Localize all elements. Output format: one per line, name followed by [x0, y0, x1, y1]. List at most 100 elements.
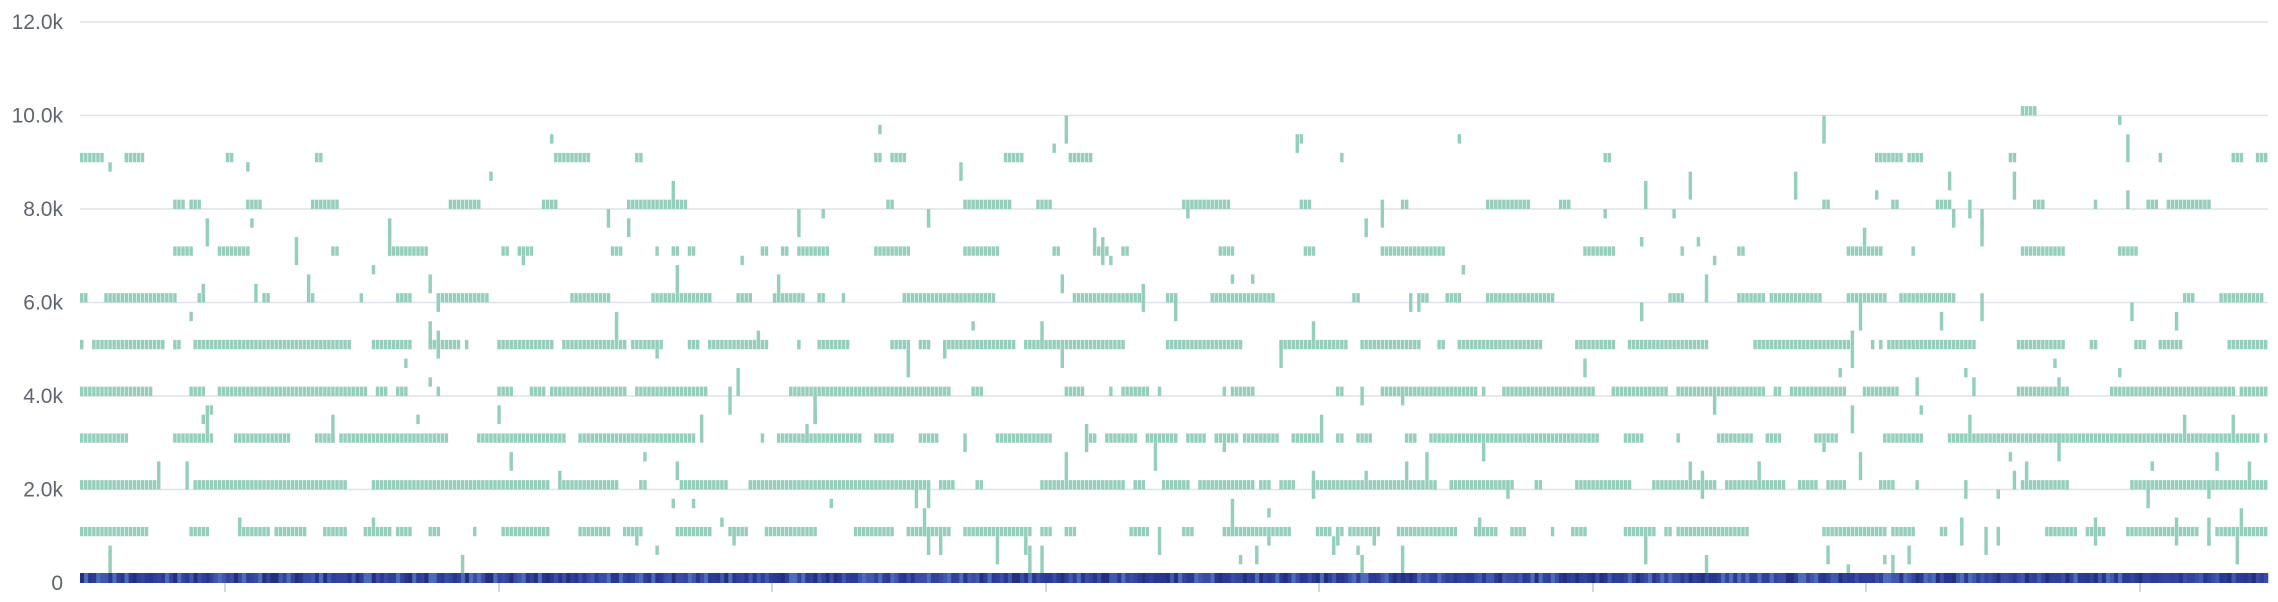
heatmap-cell	[829, 339, 834, 350]
heatmap-cell	[1830, 433, 1834, 443]
heatmap-cell	[537, 339, 542, 350]
heatmap-cell	[1919, 152, 1923, 163]
heatmap-cell	[2020, 480, 2025, 490]
heatmap-cell	[2255, 152, 2260, 163]
heatmap-cell	[1891, 554, 1895, 574]
heatmap-cell	[254, 199, 258, 209]
heatmap-cell	[890, 199, 894, 209]
heatmap-cell	[1793, 293, 1798, 303]
heatmap-cell	[221, 480, 226, 490]
heatmap-cell	[509, 386, 513, 396]
heatmap-cell	[2231, 386, 2235, 396]
heatmap-cell	[1850, 330, 1855, 340]
heatmap-cell-dense	[1615, 573, 1620, 583]
heatmap-cell	[1530, 339, 1535, 350]
heatmap-cell	[683, 526, 688, 537]
heatmap-cell-dense	[509, 573, 514, 583]
heatmap-cell	[776, 526, 781, 537]
heatmap-cell-dense	[817, 573, 822, 583]
heatmap-cell	[1806, 480, 1810, 490]
heatmap-cell-dense	[894, 573, 899, 583]
heatmap-cell	[2000, 433, 2005, 443]
heatmap-cell	[922, 508, 927, 537]
heatmap-cell	[1141, 526, 1146, 537]
heatmap-cell	[2130, 433, 2134, 443]
y-tick-label: 4.0k	[23, 385, 63, 408]
heatmap-cell	[420, 433, 424, 443]
heatmap-cell	[1737, 526, 1741, 537]
heatmap-cell	[618, 246, 623, 256]
heatmap-cell	[1530, 433, 1535, 443]
heatmap-cell	[1494, 199, 1498, 209]
heatmap-cell-dense	[343, 573, 348, 583]
heatmap-cell	[963, 246, 967, 256]
heatmap-cell	[302, 386, 307, 396]
heatmap-cell	[971, 246, 975, 256]
heatmap-cell	[1113, 293, 1117, 303]
heatmap-cell	[1725, 433, 1729, 443]
heatmap-cell-dense	[1303, 573, 1309, 583]
heatmap-cell-dense	[789, 573, 794, 583]
heatmap-cell	[80, 526, 84, 537]
heatmap-cell	[1315, 339, 1320, 350]
heatmap-cell	[1125, 433, 1129, 443]
heatmap-cell-dense	[1295, 573, 1300, 583]
heatmap-cell-dense	[1510, 573, 1515, 583]
heatmap-cell	[161, 339, 165, 350]
heatmap-cell-dense	[906, 573, 911, 583]
heatmap-cell-dense	[2247, 573, 2253, 583]
heatmap-cell-dense	[1072, 573, 1078, 583]
heatmap-cell	[1652, 339, 1656, 350]
heatmap-cell	[2008, 152, 2013, 163]
heatmap-cell	[1469, 480, 1474, 490]
heatmap-cell	[136, 339, 141, 350]
heatmap-cell	[1117, 339, 1121, 350]
heatmap-cell	[780, 293, 785, 303]
heatmap-cell	[238, 480, 242, 490]
heatmap-cell	[2174, 517, 2179, 546]
heatmap-cell	[2073, 433, 2077, 443]
heatmap-cell	[1060, 339, 1064, 350]
heatmap-cell	[1672, 209, 1676, 219]
heatmap-cell	[2016, 386, 2021, 396]
heatmap-cell	[169, 293, 173, 303]
heatmap-cell	[1749, 293, 1753, 303]
heatmap-cell-dense	[890, 573, 895, 583]
heatmap-cell	[84, 293, 88, 303]
heatmap-cell	[963, 293, 967, 303]
heatmap-cell	[1105, 433, 1109, 443]
heatmap-cell	[185, 461, 189, 490]
heatmap-cell	[1518, 339, 1522, 350]
heatmap-cell	[951, 480, 955, 490]
heatmap-cell-dense	[1704, 573, 1710, 583]
heatmap-cell	[1753, 386, 1757, 396]
heatmap-cell	[841, 433, 846, 443]
heatmap-cell	[387, 480, 392, 490]
heatmap-cell	[1631, 386, 1636, 396]
heatmap-cell	[683, 480, 688, 490]
heatmap-cell-dense	[185, 573, 190, 583]
heatmap-cell-dense	[319, 573, 324, 583]
heatmap-cell	[242, 339, 246, 350]
heatmap-cell-dense	[1494, 573, 1499, 583]
heatmap-cell	[1891, 199, 1895, 209]
heatmap-cell	[926, 480, 931, 509]
heatmap-cell	[1676, 386, 1680, 396]
heatmap-cell	[221, 386, 226, 396]
heatmap-cell	[1080, 293, 1085, 303]
heatmap-cell	[290, 480, 295, 490]
heatmap-cell	[2215, 433, 2219, 443]
heatmap-cell	[675, 293, 680, 303]
heatmap-cell	[894, 152, 898, 163]
heatmap-cell	[1915, 480, 1919, 490]
heatmap-cell	[258, 339, 262, 350]
heatmap-cell	[2186, 293, 2191, 303]
heatmap-cell	[959, 293, 963, 303]
heatmap-cell	[1234, 339, 1239, 350]
heatmap-cell	[1984, 433, 1988, 443]
heatmap-cell	[570, 152, 574, 163]
heatmap-cell-dense	[1194, 573, 1199, 583]
heatmap-cell	[412, 480, 416, 490]
heatmap-cell	[1291, 339, 1295, 350]
heatmap-cell	[1887, 386, 1891, 396]
